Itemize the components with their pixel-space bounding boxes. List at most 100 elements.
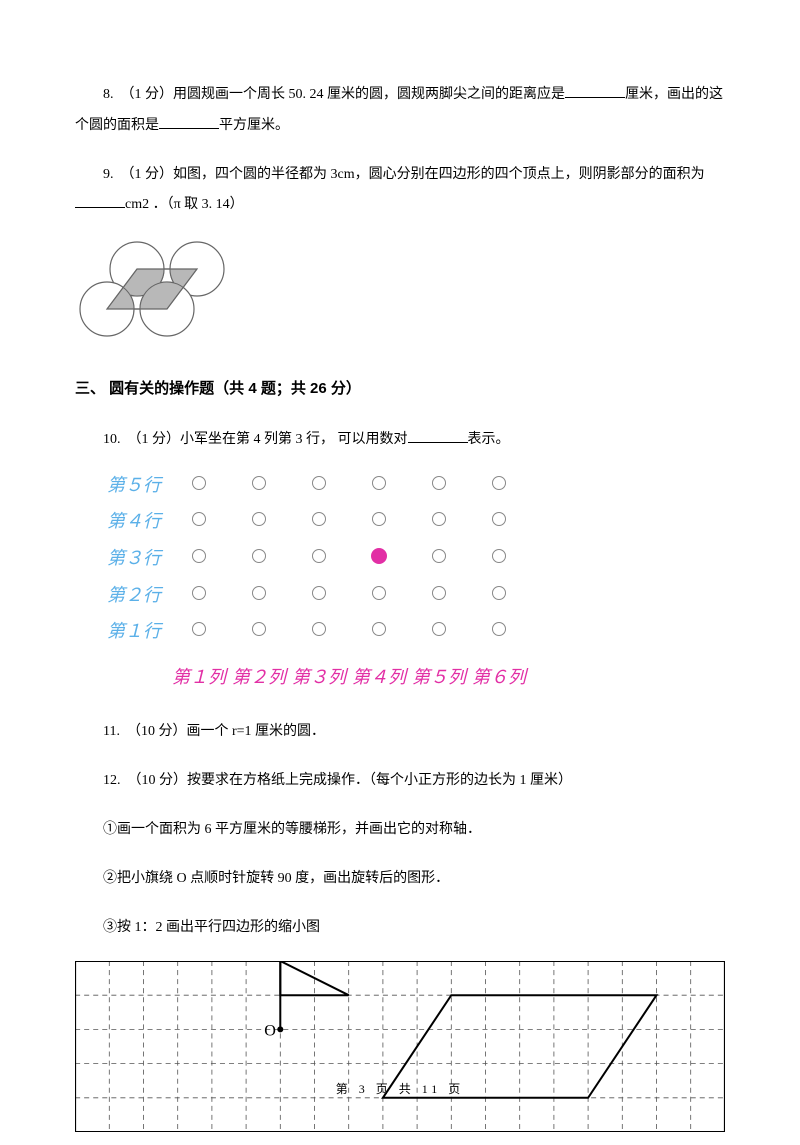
q12-sub2: ②把小旗绕 O 点顺时针旋转 90 度，画出旋转后的图形． [75, 864, 725, 895]
grid-cell [409, 476, 469, 494]
grid-circle [432, 476, 446, 490]
row-label: 第１行 [105, 622, 161, 640]
grid-cell [169, 476, 229, 494]
question-12: 12. （10 分）按要求在方格纸上完成操作．（每个小正方形的边长为 1 厘米） [75, 766, 725, 797]
grid-circle [192, 476, 206, 490]
grid-cell [229, 512, 289, 530]
grid-cell [409, 586, 469, 604]
q10-grid: 第５行第４行第３行第２行第１行第１列第２列第３列第４列第５列第６列 [105, 476, 725, 698]
grid-cell [289, 586, 349, 604]
grid-circle [192, 549, 206, 563]
col-label: 第２列 [229, 658, 289, 698]
svg-text:O: O [264, 1023, 276, 1040]
grid-circle [252, 512, 266, 526]
col-label: 第６列 [469, 658, 529, 698]
q8-text-c: 平方厘米。 [219, 118, 289, 133]
grid-circle [492, 549, 506, 563]
grid-circle [492, 476, 506, 490]
grid-cell [349, 586, 409, 604]
grid-row: 第４行 [105, 512, 725, 530]
row-label: 第３行 [105, 549, 161, 567]
col-label: 第１列 [169, 658, 229, 698]
col-labels-row: 第１列第２列第３列第４列第５列第６列 [169, 658, 725, 698]
col-label: 第３列 [289, 658, 349, 698]
grid-cell [469, 622, 529, 640]
row-label: 第５行 [105, 476, 161, 494]
question-11: 11. （10 分）画一个 r=1 厘米的圆． [75, 717, 725, 748]
grid-circle [432, 622, 446, 636]
question-10: 10. （1 分）小军坐在第 4 列第 3 行， 可以用数对 表示。 [75, 425, 725, 456]
grid-cell [229, 549, 289, 567]
col-label: 第５列 [409, 658, 469, 698]
grid-row: 第３行 [105, 548, 725, 568]
grid-circle [252, 586, 266, 600]
q12-sub1: ①画一个面积为 6 平方厘米的等腰梯形，并画出它的对称轴． [75, 815, 725, 846]
q10-text-a: 10. （1 分）小军坐在第 4 列第 3 行， 可以用数对 [103, 432, 408, 447]
grid-cell [229, 622, 289, 640]
grid-circle [492, 622, 506, 636]
q9-text-b: cm2 ．（π 取 3. 14） [125, 197, 244, 212]
col-label: 第４列 [349, 658, 409, 698]
grid-cell [169, 549, 229, 567]
grid-circle [192, 586, 206, 600]
grid-circle [372, 512, 386, 526]
q8-text-a: 8. （1 分）用圆规画一个周长 50. 24 厘米的圆，圆规两脚尖之间的距离应… [103, 87, 565, 102]
q12-grid-figure: O [75, 961, 725, 1145]
grid-circle [312, 622, 326, 636]
grid-cell [289, 512, 349, 530]
grid-circle [252, 549, 266, 563]
grid-cell [169, 622, 229, 640]
row-label: 第４行 [105, 512, 161, 530]
grid-cell [289, 622, 349, 640]
grid-cell [169, 512, 229, 530]
grid-cell [409, 512, 469, 530]
grid-cell [349, 548, 409, 568]
grid-row: 第５行 [105, 476, 725, 494]
q9-figure [75, 239, 725, 352]
grid-circle [432, 512, 446, 526]
q10-blank [408, 429, 468, 443]
grid-circle [312, 512, 326, 526]
question-8: 8. （1 分）用圆规画一个周长 50. 24 厘米的圆，圆规两脚尖之间的距离应… [75, 80, 725, 142]
grid-circle [492, 586, 506, 600]
q9-text-a: 9. （1 分）如图，四个圆的半径都为 3cm，圆心分别在四边形的四个顶点上，则… [103, 167, 705, 182]
grid-cell [409, 549, 469, 567]
question-9: 9. （1 分）如图，四个圆的半径都为 3cm，圆心分别在四边形的四个顶点上，则… [75, 160, 725, 222]
grid-circle [312, 549, 326, 563]
grid-circle [432, 549, 446, 563]
q9-blank [75, 194, 125, 208]
grid-cell [349, 622, 409, 640]
grid-cell [469, 512, 529, 530]
q8-blank-1 [565, 84, 625, 98]
grid-cell [349, 512, 409, 530]
grid-cell [169, 586, 229, 604]
q10-text-b: 表示。 [468, 432, 510, 447]
grid-cell [469, 549, 529, 567]
grid-cell [469, 476, 529, 494]
grid-circle [432, 586, 446, 600]
page-footer: 第 3 页 共 11 页 [0, 1076, 800, 1102]
grid-cell [349, 476, 409, 494]
row-label: 第２行 [105, 586, 161, 604]
grid-cell [229, 476, 289, 494]
grid-circle [192, 622, 206, 636]
grid-circle [312, 476, 326, 490]
section-3-title: 三、 圆有关的操作题（共 4 题；共 26 分） [75, 372, 725, 405]
grid-circle [252, 622, 266, 636]
grid-cell [469, 586, 529, 604]
q12-sub3: ③按 1：2 画出平行四边形的缩小图 [75, 913, 725, 944]
grid-cell [409, 622, 469, 640]
grid-circle [252, 476, 266, 490]
grid-cell [289, 549, 349, 567]
grid-dot-filled [371, 548, 387, 564]
grid-cell [229, 586, 289, 604]
grid-row: 第１行 [105, 622, 725, 640]
grid-cell [289, 476, 349, 494]
grid-circle [372, 586, 386, 600]
grid-circle [192, 512, 206, 526]
grid-circle [372, 622, 386, 636]
grid-circle [492, 512, 506, 526]
grid-circle [312, 586, 326, 600]
q8-blank-2 [159, 115, 219, 129]
grid-circle [372, 476, 386, 490]
